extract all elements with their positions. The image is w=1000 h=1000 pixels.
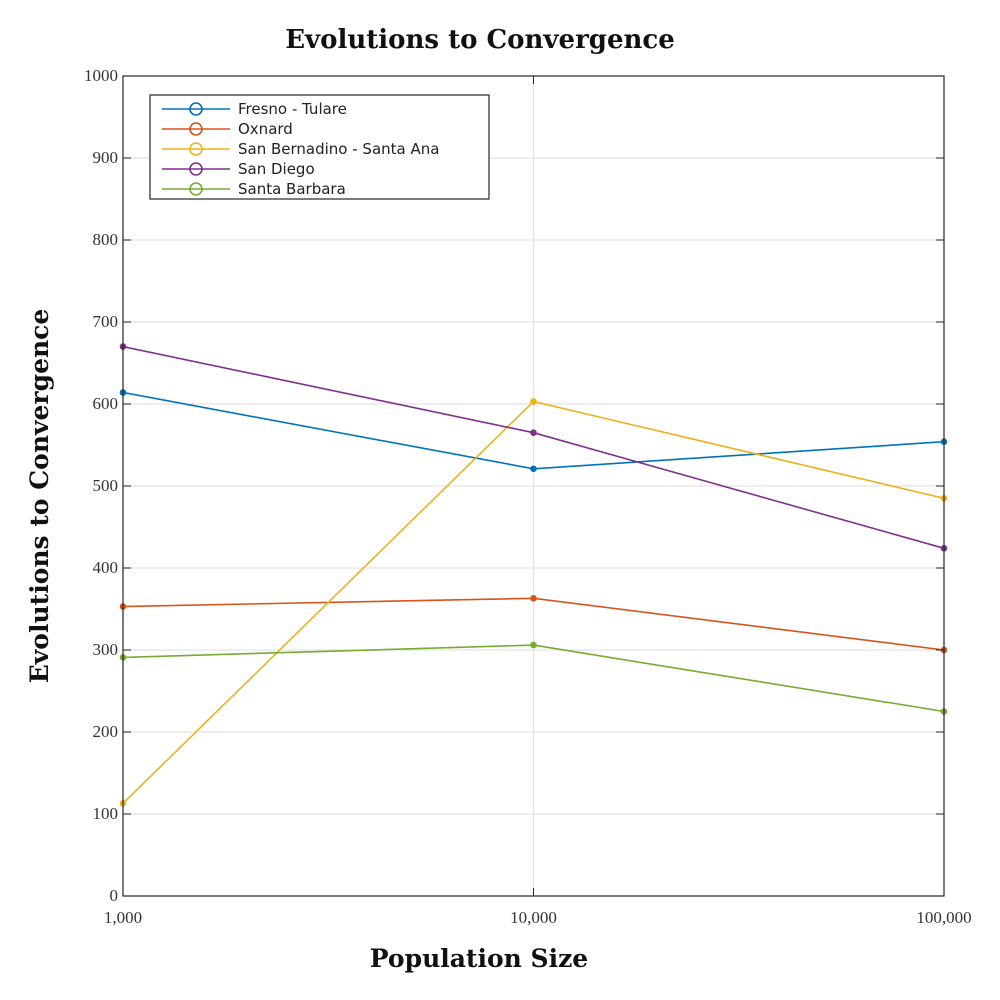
y-tick-label: 400 bbox=[93, 558, 119, 577]
legend-box bbox=[149, 94, 490, 200]
data-point bbox=[530, 595, 537, 602]
legend-label: Fresno - Tulare bbox=[238, 100, 347, 118]
y-tick-label: 300 bbox=[93, 640, 119, 659]
chart-title: Evolutions to Convergence bbox=[285, 25, 675, 55]
legend-marker-icon bbox=[189, 182, 203, 196]
x-tick-label: 100,000 bbox=[916, 908, 971, 927]
y-axis-label: Evolutions to Convergence bbox=[25, 309, 54, 684]
legend-label: Santa Barbara bbox=[238, 180, 346, 198]
data-point bbox=[530, 398, 537, 405]
data-point bbox=[530, 465, 537, 473]
x-tick-label: 10,000 bbox=[510, 908, 557, 927]
legend-marker-icon bbox=[189, 122, 203, 136]
y-tick-label: 600 bbox=[93, 394, 119, 413]
x-axis-label: Population Size bbox=[370, 944, 588, 973]
y-tick-label: 100 bbox=[93, 804, 119, 823]
data-point bbox=[530, 429, 537, 437]
y-tick-label: 1000 bbox=[84, 66, 118, 85]
legend-marker-icon bbox=[189, 142, 203, 156]
legend-label: San Bernadino - Santa Ana bbox=[238, 140, 439, 158]
y-tick-label: 500 bbox=[93, 476, 119, 495]
y-tick-label: 700 bbox=[93, 312, 119, 331]
data-point bbox=[530, 641, 537, 649]
legend-label: San Diego bbox=[238, 160, 315, 178]
y-tick-label: 900 bbox=[93, 148, 119, 167]
series-2 bbox=[119, 398, 948, 807]
legend-label: Oxnard bbox=[238, 120, 293, 138]
legend-item: Fresno - Tulare bbox=[162, 100, 347, 118]
y-tick-label: 0 bbox=[110, 886, 119, 905]
legend-item: San Bernadino - Santa Ana bbox=[162, 140, 439, 158]
legend-item: Santa Barbara bbox=[162, 180, 346, 198]
x-tick-label: 1,000 bbox=[104, 908, 142, 927]
y-tick-label: 200 bbox=[93, 722, 119, 741]
tick-labels: 0 100 200 300 400 500 600 700 800 900 1000 1,000 10,… bbox=[84, 66, 972, 927]
ticks bbox=[122, 75, 945, 897]
y-tick-label: 800 bbox=[93, 230, 119, 249]
legend-marker-icon bbox=[189, 162, 203, 176]
legend-marker-icon bbox=[189, 102, 203, 116]
legend: Fresno - Tulare Oxnard San Bernadino - San… bbox=[149, 94, 490, 200]
legend-item: San Diego bbox=[162, 160, 315, 178]
legend-item: Oxnard bbox=[162, 120, 293, 138]
